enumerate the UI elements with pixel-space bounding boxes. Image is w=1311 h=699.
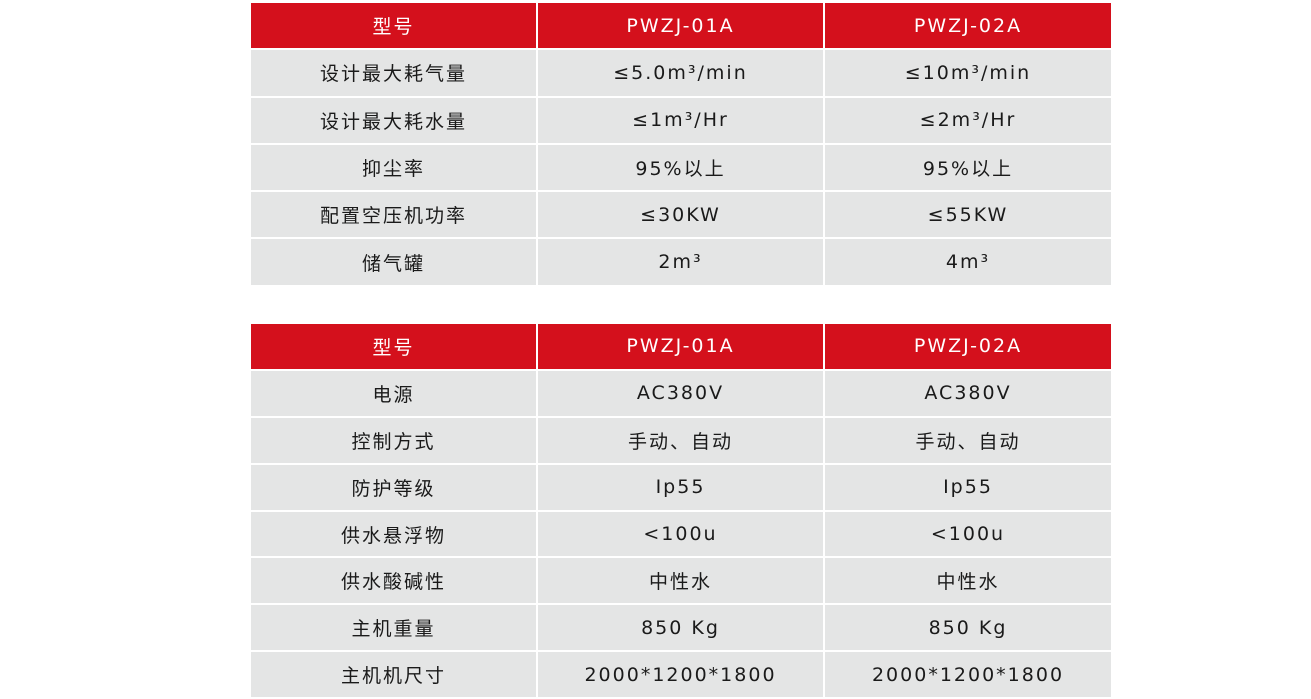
cell-value: 850 Kg	[823, 603, 1113, 653]
table-header-row: 型号 PWZJ-01A PWZJ-02A	[249, 0, 1113, 51]
cell-value: 手动、自动	[823, 415, 1113, 465]
row-label: 主机机尺寸	[249, 650, 538, 699]
row-label: 电源	[249, 368, 538, 418]
row-label: 设计最大耗水量	[249, 95, 538, 145]
cell-value: 2000*1200*1800	[536, 650, 825, 699]
cell-value: Ip55	[823, 462, 1113, 512]
table-row: 抑尘率 95%以上 95%以上	[249, 142, 1113, 193]
cell-value: ≤5.0m³/min	[536, 48, 825, 98]
cell-value: ≤55KW	[823, 190, 1113, 240]
cell-value: ≤30KW	[536, 190, 825, 240]
column-header: PWZJ-01A	[536, 322, 825, 371]
table-row: 主机机尺寸 2000*1200*1800 2000*1200*1800	[249, 650, 1113, 699]
cell-value: 2000*1200*1800	[823, 650, 1113, 699]
cell-value: ≤10m³/min	[823, 48, 1113, 98]
table-row: 供水酸碱性 中性水 中性水	[249, 556, 1113, 606]
column-header: PWZJ-02A	[823, 322, 1113, 371]
column-header: 型号	[249, 0, 538, 51]
cell-value: 95%以上	[536, 142, 825, 193]
column-header: PWZJ-01A	[536, 0, 825, 51]
row-label: 配置空压机功率	[249, 190, 538, 240]
cell-value: ≤1m³/Hr	[536, 95, 825, 145]
cell-value: AC380V	[823, 368, 1113, 418]
cell-value: 850 Kg	[536, 603, 825, 653]
table-row: 储气罐 2m³ 4m³	[249, 237, 1113, 287]
cell-value: <100u	[536, 509, 825, 559]
row-label: 设计最大耗气量	[249, 48, 538, 98]
spec-table-electrical: 型号 PWZJ-01A PWZJ-02A 电源 AC380V AC380V 控制方式 手动、…	[249, 322, 1113, 699]
cell-value: ≤2m³/Hr	[823, 95, 1113, 145]
cell-value: Ip55	[536, 462, 825, 512]
table-row: 电源 AC380V AC380V	[249, 368, 1113, 418]
row-label: 储气罐	[249, 237, 538, 287]
table-row: 设计最大耗气量 ≤5.0m³/min ≤10m³/min	[249, 48, 1113, 98]
table-row: 供水悬浮物 <100u <100u	[249, 509, 1113, 559]
row-label: 供水酸碱性	[249, 556, 538, 606]
table-row: 控制方式 手动、自动 手动、自动	[249, 415, 1113, 465]
row-label: 主机重量	[249, 603, 538, 653]
table-header-row: 型号 PWZJ-01A PWZJ-02A	[249, 322, 1113, 371]
table-row: 防护等级 Ip55 Ip55	[249, 462, 1113, 512]
spec-table-performance: 型号 PWZJ-01A PWZJ-02A 设计最大耗气量 ≤5.0m³/min ≤10m…	[249, 0, 1113, 287]
row-label: 防护等级	[249, 462, 538, 512]
cell-value: <100u	[823, 509, 1113, 559]
table-row: 主机重量 850 Kg 850 Kg	[249, 603, 1113, 653]
cell-value: 4m³	[823, 237, 1113, 287]
cell-value: 95%以上	[823, 142, 1113, 193]
cell-value: 2m³	[536, 237, 825, 287]
column-header: PWZJ-02A	[823, 0, 1113, 51]
cell-value: 手动、自动	[536, 415, 825, 465]
cell-value: 中性水	[823, 556, 1113, 606]
cell-value: AC380V	[536, 368, 825, 418]
cell-value: 中性水	[536, 556, 825, 606]
column-header: 型号	[249, 322, 538, 371]
table-row: 设计最大耗水量 ≤1m³/Hr ≤2m³/Hr	[249, 95, 1113, 145]
table-row: 配置空压机功率 ≤30KW ≤55KW	[249, 190, 1113, 240]
row-label: 供水悬浮物	[249, 509, 538, 559]
row-label: 抑尘率	[249, 142, 538, 193]
row-label: 控制方式	[249, 415, 538, 465]
